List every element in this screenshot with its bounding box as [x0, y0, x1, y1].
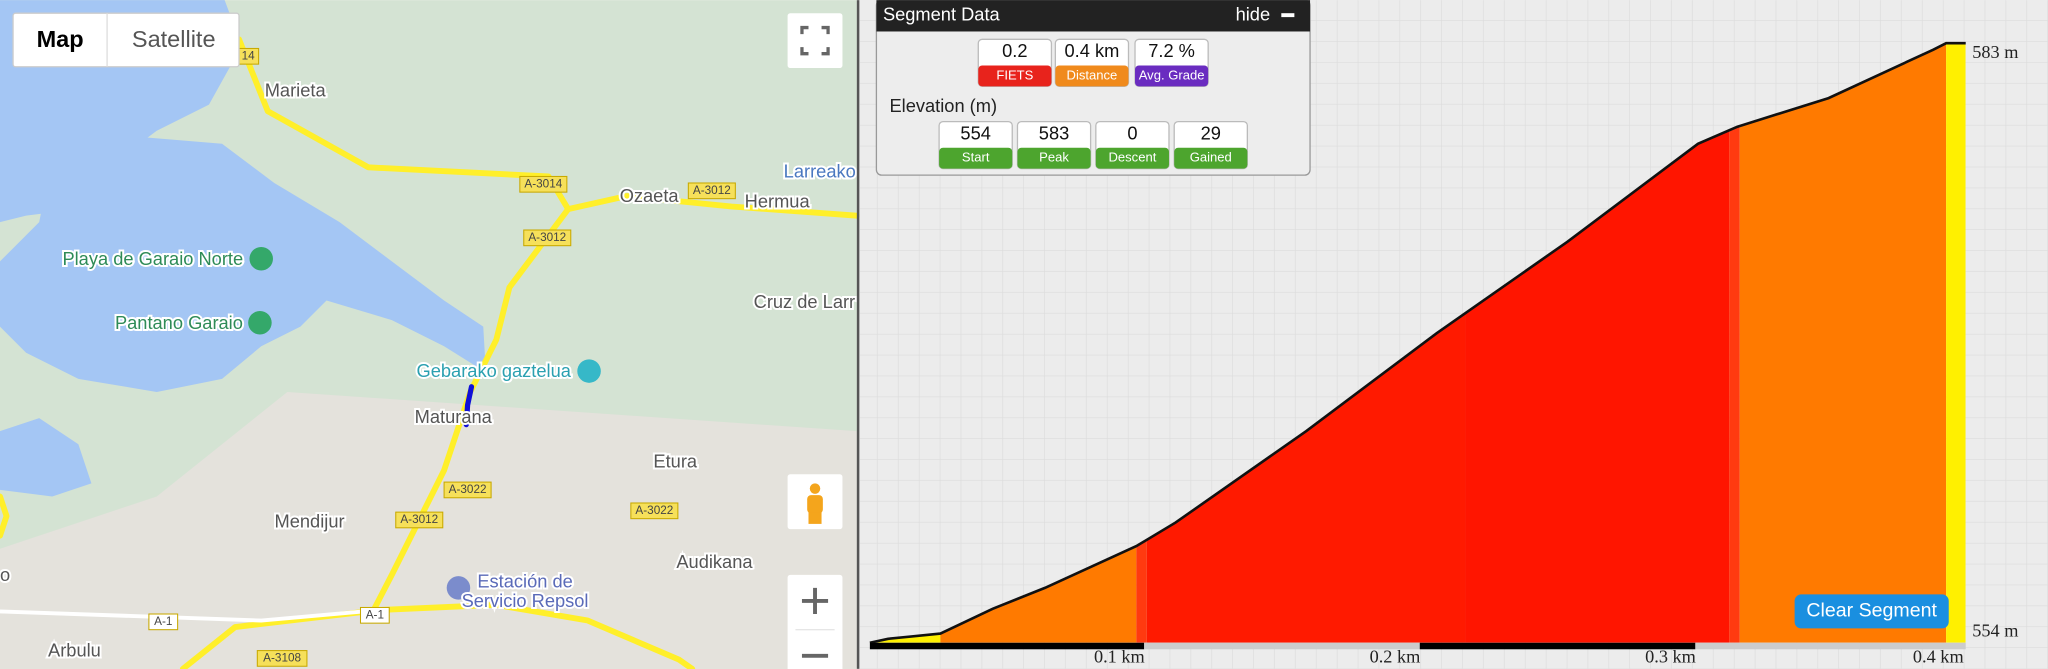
- stat-value: 7.2 %: [1148, 40, 1195, 61]
- stat-label-bg: [939, 147, 1013, 169]
- stat-label-bg: [1017, 147, 1091, 169]
- stat-label: Descent: [1108, 150, 1156, 165]
- road-label: A-3022: [635, 504, 673, 517]
- stat-label: Avg. Grade: [1139, 67, 1205, 82]
- place-label: Hermua: [745, 190, 811, 211]
- stat-value: 0: [1127, 122, 1137, 143]
- stat-value: 554: [960, 122, 990, 143]
- divider: [856, 0, 860, 669]
- road-label: A-3108: [263, 652, 301, 665]
- road-label: A-3012: [693, 184, 731, 197]
- place-label: Playa de Garaio Norte: [62, 248, 243, 269]
- place-label: o: [0, 564, 10, 585]
- stat-label-bg: [978, 65, 1052, 87]
- place-label: Ozaeta: [620, 185, 680, 206]
- road-label: A-1: [154, 615, 172, 628]
- place-label: Etura: [653, 450, 697, 471]
- clear-segment-text[interactable]: Clear Segment: [1806, 600, 1937, 622]
- place-label: Maturana: [415, 406, 493, 427]
- map[interactable]: Marieta Playa de Garaio Norte Pantano Ga…: [0, 0, 860, 669]
- road-label: A-3012: [528, 231, 566, 244]
- road-label: A-3012: [400, 513, 438, 526]
- place-label: Arbulu: [48, 640, 101, 661]
- satellite-button[interactable]: Satellite: [132, 26, 216, 52]
- panel-title: Segment Data: [883, 4, 1001, 25]
- road-labels: 14 A-3014 A-3012 A-3012 A-3022 A-3012 A-…: [148, 47, 736, 667]
- stat-label-bg: [1135, 65, 1209, 87]
- distance-label: 0.3 km: [1645, 647, 1696, 667]
- map-button[interactable]: Map: [37, 26, 84, 52]
- place-label: Cruz de Larr: [754, 291, 856, 312]
- place-label: Mendijur: [275, 510, 345, 531]
- clear-segment-button[interactable]: Clear Segment: [1794, 594, 1949, 629]
- zoom-control: [787, 574, 843, 669]
- elevation-title: Elevation (m): [889, 95, 997, 116]
- place-label: Estación de: [477, 570, 572, 591]
- place-label: Servicio Repsol: [462, 590, 589, 611]
- road-label: A-3022: [449, 483, 487, 496]
- place-label: Gebarako gaztelua: [417, 360, 572, 381]
- road-label: A-1: [366, 608, 384, 621]
- distance-label: 0.4 km: [1913, 647, 1964, 667]
- stat-label: FIETS: [996, 67, 1033, 82]
- place-label: Marieta: [265, 79, 327, 100]
- stat-label: Peak: [1039, 150, 1069, 165]
- road-label: 14: [242, 49, 256, 62]
- place-label: Audikana: [676, 551, 753, 572]
- distance-label: 0.1 km: [1094, 647, 1145, 667]
- stat-value: 0.2: [1002, 40, 1027, 61]
- stat-label-bg: [1174, 147, 1248, 169]
- road-label: A-3014: [524, 177, 562, 190]
- stat-label: Distance: [1067, 67, 1118, 82]
- max-elevation-label: 583 m: [1972, 42, 2018, 62]
- place-label: Pantano Garaio: [115, 312, 243, 333]
- min-elevation-label: 554 m: [1972, 620, 2018, 640]
- fullscreen-button[interactable]: [787, 13, 843, 69]
- segment-data-panel: Segment Data hide Elevation (m) 0.2 FIETS…: [875, 0, 1311, 176]
- hide-button[interactable]: hide: [1236, 4, 1271, 25]
- distance-label: 0.2 km: [1370, 647, 1421, 667]
- stat-label-bg: [1095, 147, 1169, 169]
- stat-label: Gained: [1190, 150, 1232, 165]
- map-type-control: [12, 12, 240, 68]
- stat-label: Start: [962, 150, 990, 165]
- place-label: Larreako: [784, 160, 856, 181]
- stat-value: 29: [1201, 122, 1221, 143]
- stat-value: 0.4 km: [1065, 40, 1120, 61]
- stat-label-bg: [1055, 65, 1129, 87]
- stat-value: 583: [1039, 122, 1069, 143]
- zoom-in-button[interactable]: [801, 587, 829, 615]
- pegman-button[interactable]: [787, 474, 843, 530]
